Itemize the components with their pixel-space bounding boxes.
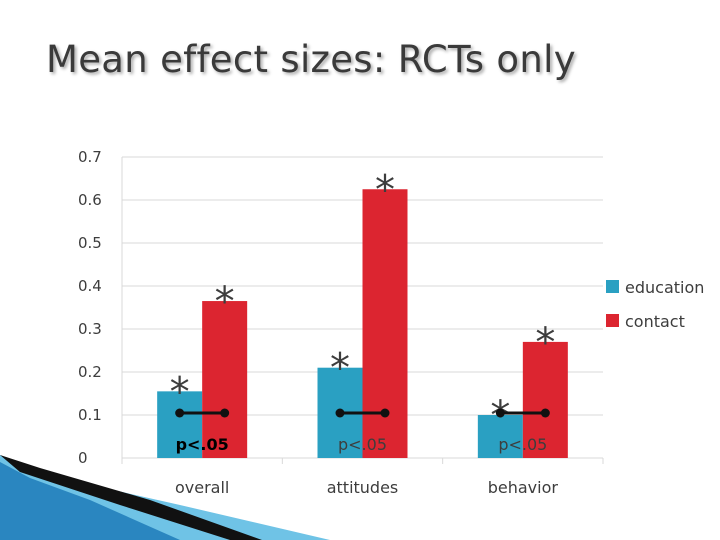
- p-value-label: p<.05: [338, 435, 387, 454]
- comparison-dot: [540, 408, 550, 418]
- bar-contact-attitudes: [362, 189, 408, 458]
- comparison-dot: [495, 408, 505, 418]
- swoosh-dark: [0, 455, 262, 540]
- p-value-label: p<.05: [498, 435, 547, 454]
- p-value-label: p<.05: [176, 435, 229, 454]
- swoosh-mid: [0, 462, 180, 540]
- legend-swatch-contact: [606, 314, 619, 327]
- y-tick-label: 0.7: [78, 148, 102, 166]
- legend: education contact: [606, 278, 704, 331]
- bar-education-overall: [157, 391, 203, 458]
- legend-label-contact: contact: [625, 312, 685, 331]
- slide-decoration-swoosh: [0, 455, 330, 540]
- y-tick-label: 0.1: [78, 406, 102, 424]
- significance-star: *: [330, 346, 350, 392]
- y-tick-label: 0.4: [78, 277, 102, 295]
- significance-annotations: **p<.05**p<.05**p<.05: [170, 167, 556, 454]
- x-category-label: overall: [175, 478, 229, 497]
- y-tick-label: 0: [78, 449, 88, 467]
- comparison-dot: [380, 408, 390, 418]
- legend-label-education: education: [625, 278, 704, 297]
- significance-star: *: [215, 279, 235, 325]
- y-tick-label: 0.3: [78, 320, 102, 338]
- comparison-dot: [220, 408, 230, 418]
- comparison-dot: [175, 408, 185, 418]
- significance-star: *: [535, 320, 555, 366]
- significance-star: *: [170, 369, 190, 415]
- y-tick-label: 0.5: [78, 234, 102, 252]
- x-category-label: attitudes: [327, 478, 399, 497]
- x-axis-categories: overall attitudes behavior: [175, 478, 558, 497]
- y-tick-label: 0.2: [78, 363, 102, 381]
- comparison-dot: [335, 408, 345, 418]
- slide-title: Mean effect sizes: RCTs only: [46, 38, 576, 81]
- bar-education-behavior: [477, 415, 523, 458]
- bar-contact-overall: [202, 301, 248, 458]
- x-category-label: behavior: [488, 478, 559, 497]
- y-axis-ticks: 0 0.1 0.2 0.3 0.4 0.5 0.6 0.7: [78, 148, 102, 467]
- bar-contact-behavior: [522, 341, 568, 458]
- legend-swatch-education: [606, 280, 619, 293]
- y-tick-label: 0.6: [78, 191, 102, 209]
- significance-star: *: [375, 167, 395, 213]
